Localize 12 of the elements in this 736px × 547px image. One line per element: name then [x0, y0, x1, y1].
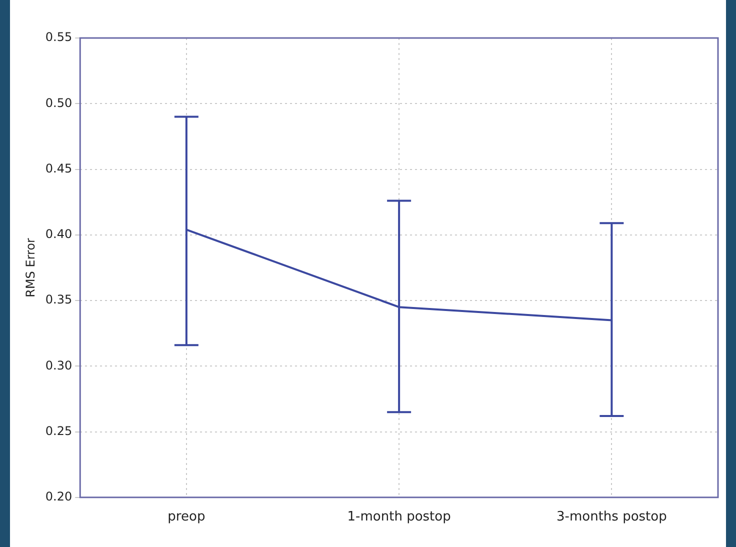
- y-axis-title: RMS Error: [23, 238, 38, 298]
- y-tick-label: 0.45: [45, 161, 72, 176]
- y-tick-label: 0.50: [45, 96, 72, 110]
- x-tick-label: 3-months postop: [556, 510, 667, 525]
- x-tick-label: preop: [168, 510, 206, 525]
- y-tick-label: 0.35: [45, 292, 72, 307]
- y-tick-label: 0.25: [45, 424, 72, 438]
- y-tick-label: 0.20: [45, 490, 72, 504]
- y-tick-label: 0.40: [45, 227, 72, 242]
- y-tick-label: 0.55: [45, 30, 72, 44]
- x-tick-label: 1-month postop: [347, 510, 451, 525]
- y-tick-label: 0.30: [45, 358, 72, 372]
